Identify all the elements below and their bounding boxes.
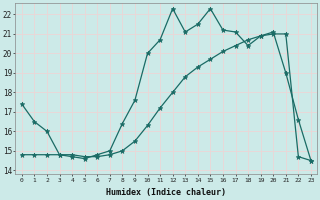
X-axis label: Humidex (Indice chaleur): Humidex (Indice chaleur) [106,188,226,197]
